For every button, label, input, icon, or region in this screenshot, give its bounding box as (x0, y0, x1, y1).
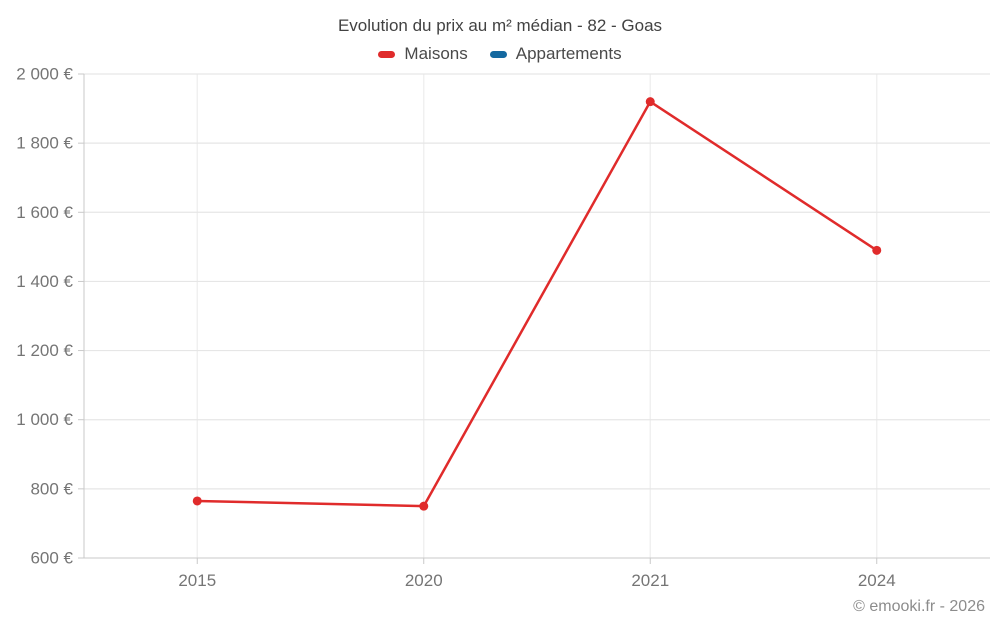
data-point-maisons (419, 501, 429, 511)
data-point-maisons (872, 245, 882, 255)
chart-legend: Maisons Appartements (0, 44, 1000, 64)
x-tick-label: 2020 (405, 571, 443, 590)
data-point-maisons (645, 97, 655, 107)
maisons-series-swatch-icon (378, 50, 396, 58)
legend-label-maisons: Maisons (404, 44, 468, 63)
y-tick-label: 600 € (30, 549, 73, 568)
data-point-maisons (192, 496, 202, 506)
legend-item-maisons[interactable]: Maisons (378, 44, 468, 64)
x-tick-label: 2021 (631, 571, 669, 590)
y-tick-label: 1 000 € (16, 410, 73, 429)
y-tick-label: 1 200 € (16, 341, 73, 360)
y-tick-label: 2 000 € (16, 65, 73, 84)
copyright-text: © emooki.fr - 2026 (853, 598, 985, 615)
chart-title: Evolution du prix au m² médian - 82 - Go… (337, 16, 663, 35)
y-tick-label: 800 € (30, 479, 73, 498)
legend-item-appartements[interactable]: Appartements (489, 44, 622, 64)
x-tick-label: 2015 (178, 571, 216, 590)
x-tick-label: 2024 (858, 571, 896, 590)
y-tick-label: 1 400 € (16, 272, 73, 291)
series-line-maisons (196, 100, 878, 508)
legend-label-appartements: Appartements (515, 44, 622, 63)
y-tick-label: 1 600 € (16, 203, 73, 222)
appartements-series-swatch-icon (489, 50, 507, 58)
y-tick-label: 1 800 € (16, 134, 73, 153)
